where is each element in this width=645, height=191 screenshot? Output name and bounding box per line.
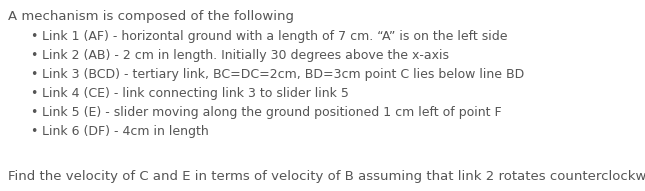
Text: •: • (30, 106, 37, 119)
Text: •: • (30, 68, 37, 81)
Text: •: • (30, 30, 37, 43)
Text: Link 5 (E) - slider moving along the ground positioned 1 cm left of point F: Link 5 (E) - slider moving along the gro… (42, 106, 502, 119)
Text: A mechanism is composed of the following: A mechanism is composed of the following (8, 10, 294, 23)
Text: Link 3 (BCD) - tertiary link, BC=DC=2cm, BD=3cm point C lies below line BD: Link 3 (BCD) - tertiary link, BC=DC=2cm,… (42, 68, 524, 81)
Text: •: • (30, 49, 37, 62)
Text: Find the velocity of C and E in terms of velocity of B assuming that link 2 rota: Find the velocity of C and E in terms of… (8, 170, 645, 183)
Text: Link 1 (AF) - horizontal ground with a length of 7 cm. “A” is on the left side: Link 1 (AF) - horizontal ground with a l… (42, 30, 508, 43)
Text: Link 6 (DF) - 4cm in length: Link 6 (DF) - 4cm in length (42, 125, 209, 138)
Text: Link 4 (CE) - link connecting link 3 to slider link 5: Link 4 (CE) - link connecting link 3 to … (42, 87, 349, 100)
Text: •: • (30, 87, 37, 100)
Text: Link 2 (AB) - 2 cm in length. Initially 30 degrees above the x-axis: Link 2 (AB) - 2 cm in length. Initially … (42, 49, 449, 62)
Text: •: • (30, 125, 37, 138)
